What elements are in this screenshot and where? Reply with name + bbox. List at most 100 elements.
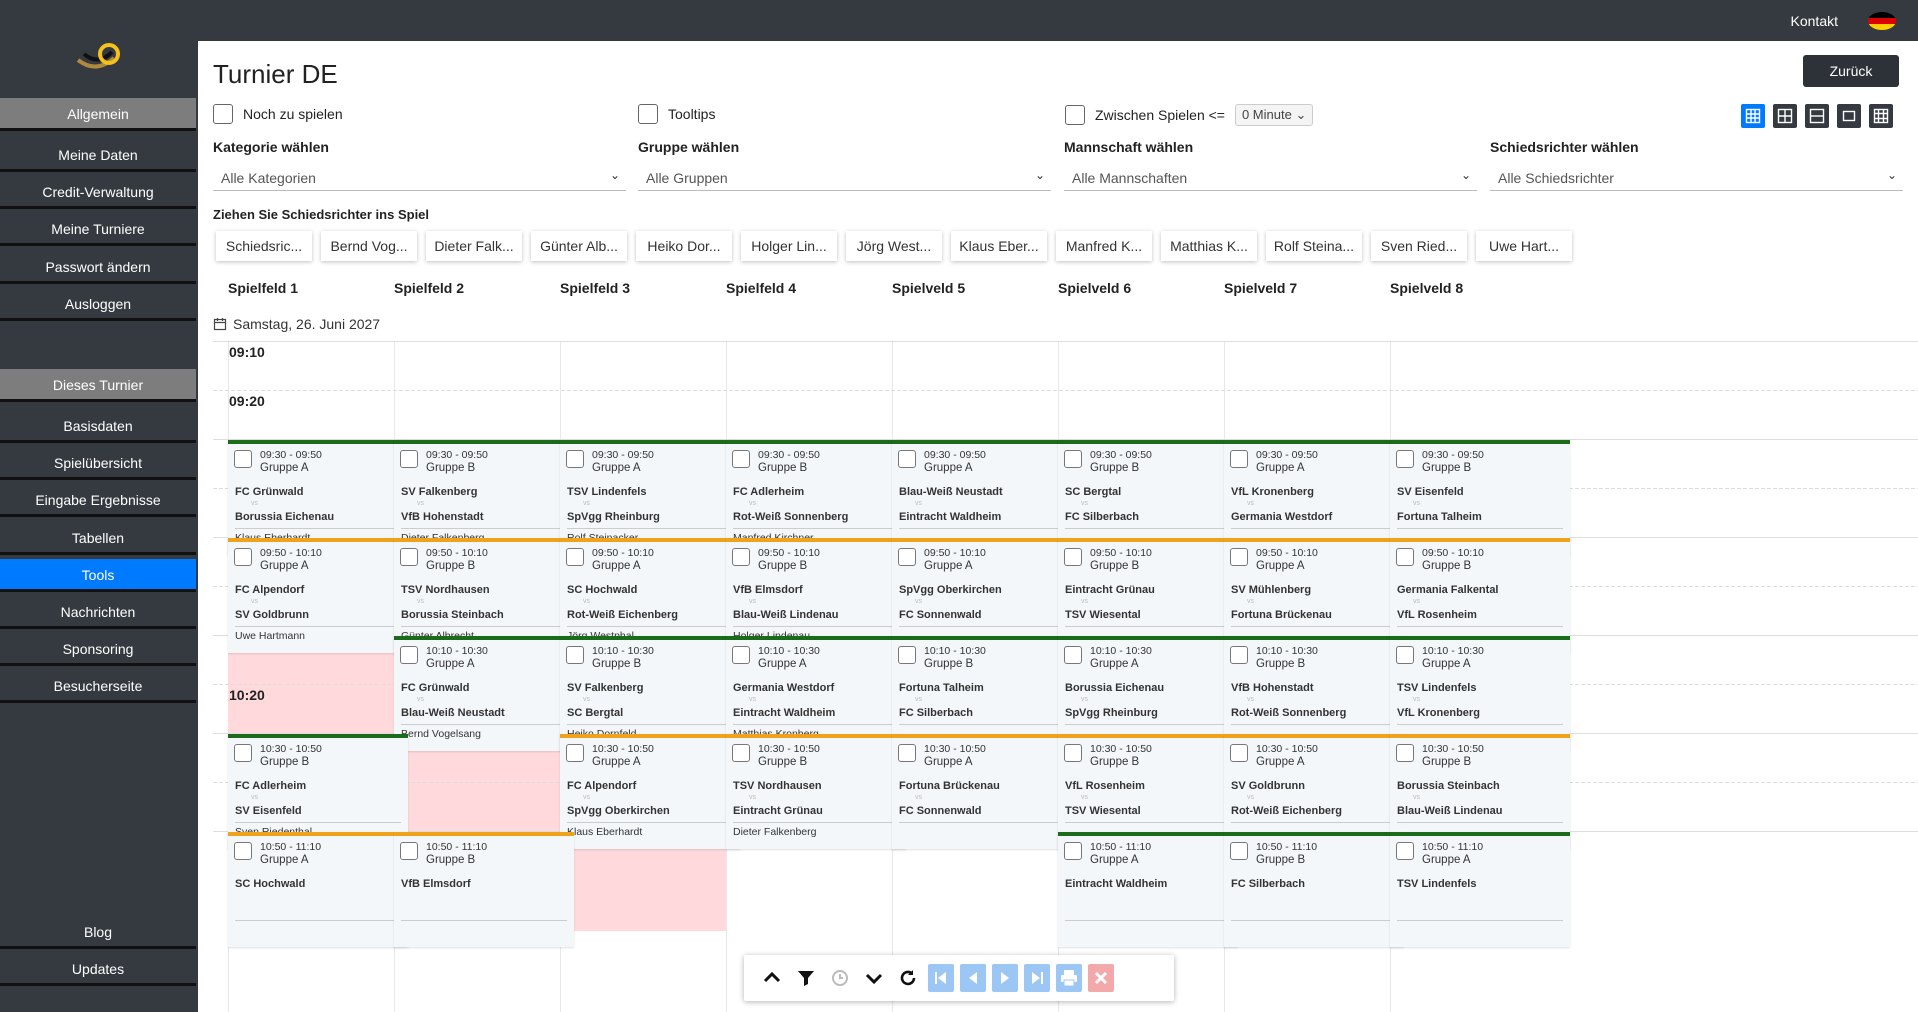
- game-checkbox[interactable]: [566, 548, 584, 566]
- game-checkbox[interactable]: [1396, 842, 1414, 860]
- game-checkbox[interactable]: [1064, 646, 1082, 664]
- referee-chip[interactable]: Rolf Steina...: [1266, 231, 1362, 261]
- referee-chip[interactable]: Dieter Falk...: [426, 231, 522, 261]
- referee-chip[interactable]: Jörg West...: [846, 231, 942, 261]
- referee-chip[interactable]: Matthias K...: [1161, 231, 1257, 261]
- game-checkbox[interactable]: [732, 744, 750, 762]
- game-checkbox[interactable]: [1064, 842, 1082, 860]
- zwischen-spielen-checkbox[interactable]: Zwischen Spielen <= 0 Minute ⌄: [1065, 104, 1314, 126]
- game-card[interactable]: 10:50 - 11:10 Gruppe B VfB Elmsdorf: [394, 832, 574, 947]
- checkbox-box[interactable]: [213, 104, 233, 124]
- game-card[interactable]: 10:10 - 10:30 Gruppe B SV Falkenberg vs SC B…: [560, 636, 740, 751]
- game-card[interactable]: 09:50 - 10:10 Gruppe B Germania Falkental v…: [1390, 538, 1570, 653]
- game-checkbox[interactable]: [400, 450, 418, 468]
- sidebar-item-t1[interactable]: Spielübersicht: [0, 447, 196, 481]
- game-checkbox[interactable]: [234, 744, 252, 762]
- game-card[interactable]: 10:30 - 10:50 Gruppe A Fortuna Brückenau vs…: [892, 734, 1072, 849]
- sidebar-item-1[interactable]: Credit-Verwaltung: [0, 176, 196, 210]
- game-checkbox[interactable]: [566, 744, 584, 762]
- game-card[interactable]: 10:30 - 10:50 Gruppe B VfL Rosenheim vs TSV …: [1058, 734, 1238, 849]
- game-card[interactable]: 10:30 - 10:50 Gruppe B FC Adlerheim vs SV Ei…: [228, 734, 408, 849]
- game-card[interactable]: 10:50 - 11:10 Gruppe A Eintracht Waldheim: [1058, 832, 1238, 947]
- game-checkbox[interactable]: [400, 548, 418, 566]
- game-card[interactable]: 10:50 - 11:10 Gruppe A SC Hochwald: [228, 832, 408, 947]
- print-icon[interactable]: [1056, 964, 1082, 992]
- game-card[interactable]: 09:30 - 09:50 Gruppe B SC Bergtal vs FC Silb…: [1058, 440, 1238, 555]
- checkbox-box[interactable]: [1065, 105, 1085, 125]
- game-checkbox[interactable]: [234, 842, 252, 860]
- game-card[interactable]: 09:50 - 10:10 Gruppe B Eintracht Grünau vs T…: [1058, 538, 1238, 653]
- referee-chip[interactable]: Bernd Vog...: [321, 231, 417, 261]
- game-checkbox[interactable]: [1396, 744, 1414, 762]
- view-table-icon[interactable]: [1869, 104, 1893, 128]
- view-grid-small-icon[interactable]: [1741, 104, 1765, 128]
- game-checkbox[interactable]: [1230, 548, 1248, 566]
- game-checkbox[interactable]: [1064, 548, 1082, 566]
- minute-select[interactable]: 0 Minute ⌄: [1234, 104, 1314, 126]
- referee-chip[interactable]: Heiko Dor...: [636, 231, 732, 261]
- game-card[interactable]: 09:50 - 10:10 Gruppe A SpVgg Oberkirchen vs…: [892, 538, 1072, 653]
- game-card[interactable]: 10:30 - 10:50 Gruppe A FC Alpendorf vs SpVgg…: [560, 734, 740, 849]
- filter-select[interactable]: Alle Mannschaften ⌄: [1064, 163, 1477, 191]
- referee-chip[interactable]: Holger Lin...: [741, 231, 837, 261]
- game-card[interactable]: 10:30 - 10:50 Gruppe A SV Goldbrunn vs Rot-W…: [1224, 734, 1404, 849]
- sidebar-bottom-item-1[interactable]: Updates: [0, 953, 196, 986]
- noch-zu-spielen-checkbox[interactable]: Noch zu spielen: [213, 104, 343, 124]
- game-checkbox[interactable]: [898, 744, 916, 762]
- game-checkbox[interactable]: [1064, 744, 1082, 762]
- game-card[interactable]: 09:30 - 09:50 Gruppe A VfL Kronenberg vs Ger…: [1224, 440, 1404, 555]
- view-rows-icon[interactable]: [1805, 104, 1829, 128]
- game-checkbox[interactable]: [898, 646, 916, 664]
- sidebar-item-3[interactable]: Passwort ändern: [0, 250, 196, 284]
- sidebar-item-2[interactable]: Meine Turniere: [0, 213, 196, 247]
- game-card[interactable]: 09:30 - 09:50 Gruppe B FC Adlerheim vs Rot-W…: [726, 440, 906, 555]
- game-checkbox[interactable]: [898, 548, 916, 566]
- game-card[interactable]: 10:30 - 10:50 Gruppe B TSV Nordhausen vs Ein…: [726, 734, 906, 849]
- game-card[interactable]: 09:50 - 10:10 Gruppe A SV Mühlenberg vs Fort…: [1224, 538, 1404, 653]
- game-checkbox[interactable]: [1064, 450, 1082, 468]
- referee-chip[interactable]: Günter Alb...: [531, 231, 627, 261]
- referee-chip[interactable]: Schiedsric...: [216, 231, 312, 261]
- tooltips-checkbox[interactable]: Tooltips: [638, 104, 715, 124]
- sidebar-item-t2[interactable]: Eingabe Ergebnisse: [0, 484, 196, 518]
- clock-icon[interactable]: [826, 964, 854, 992]
- german-flag-icon[interactable]: [1868, 12, 1896, 30]
- game-card[interactable]: 09:30 - 09:50 Gruppe A TSV Lindenfels vs SpV…: [560, 440, 740, 555]
- refresh-icon[interactable]: [894, 964, 922, 992]
- game-card[interactable]: 10:50 - 11:10 Gruppe B FC Silberbach: [1224, 832, 1404, 947]
- sidebar-item-0[interactable]: Meine Daten: [0, 139, 196, 172]
- checkbox-box[interactable]: [638, 104, 658, 124]
- game-card[interactable]: 10:10 - 10:30 Gruppe A Germania Westdorf vs…: [726, 636, 906, 751]
- view-grid-icon[interactable]: [1773, 104, 1797, 128]
- game-checkbox[interactable]: [400, 842, 418, 860]
- game-card[interactable]: 09:30 - 09:50 Gruppe A Blau-Weiß Neustadt v…: [892, 440, 1072, 555]
- sidebar-item-t7[interactable]: Besucherseite: [0, 670, 196, 704]
- game-checkbox[interactable]: [898, 450, 916, 468]
- sidebar-item-t0[interactable]: Basisdaten: [0, 410, 196, 443]
- game-card[interactable]: 10:10 - 10:30 Gruppe A FC Grünwald vs Blau-W…: [394, 636, 574, 751]
- game-checkbox[interactable]: [400, 646, 418, 664]
- game-checkbox[interactable]: [234, 450, 252, 468]
- sidebar-item-t5[interactable]: Nachrichten: [0, 596, 196, 629]
- close-icon[interactable]: [1088, 964, 1114, 992]
- referee-chip[interactable]: Klaus Eber...: [951, 231, 1047, 261]
- sidebar-item-t4[interactable]: Tools: [0, 558, 196, 592]
- game-referee[interactable]: Bernd Vogelsang: [401, 728, 481, 740]
- sidebar-bottom-item-0[interactable]: Blog: [0, 916, 196, 949]
- game-card[interactable]: 09:50 - 10:10 Gruppe A FC Alpendorf vs SV Go…: [228, 538, 408, 653]
- game-checkbox[interactable]: [732, 450, 750, 468]
- game-checkbox[interactable]: [1230, 842, 1248, 860]
- game-card[interactable]: 10:30 - 10:50 Gruppe B Borussia Steinbach v…: [1390, 734, 1570, 849]
- game-checkbox[interactable]: [732, 646, 750, 664]
- game-card[interactable]: 09:50 - 10:10 Gruppe B VfB Elmsdorf vs Blau-…: [726, 538, 906, 653]
- chevron-up-icon[interactable]: [758, 964, 786, 992]
- game-referee[interactable]: Klaus Eberhardt: [567, 826, 643, 838]
- game-card[interactable]: 10:10 - 10:30 Gruppe B VfB Hohenstadt vs Rot…: [1224, 636, 1404, 751]
- view-single-icon[interactable]: [1837, 104, 1861, 128]
- game-checkbox[interactable]: [1396, 646, 1414, 664]
- sidebar-item-t3[interactable]: Tabellen: [0, 521, 196, 555]
- referee-chip[interactable]: Sven Ried...: [1371, 231, 1467, 261]
- back-button[interactable]: Zurück: [1803, 55, 1899, 87]
- sidebar-item-t6[interactable]: Sponsoring: [0, 633, 196, 667]
- last-page-icon[interactable]: [1024, 964, 1050, 992]
